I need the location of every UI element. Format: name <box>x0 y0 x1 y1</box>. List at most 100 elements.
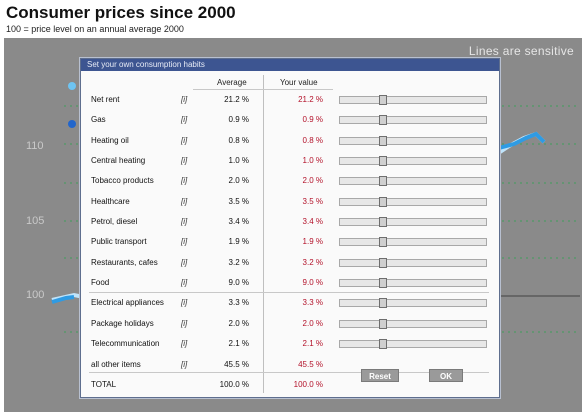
y-label-105: 105 <box>26 215 45 227</box>
weight-slider[interactable] <box>339 136 487 146</box>
category-row: Petrol, diesel [i] 3.4 % 3.4 % <box>81 212 499 232</box>
info-icon[interactable]: [i] <box>181 115 188 124</box>
legend-dot-dark[interactable] <box>68 120 76 128</box>
your-value: 21.2 % <box>298 95 323 104</box>
page-title: Consumer prices since 2000 <box>6 3 236 22</box>
info-icon[interactable]: [i] <box>181 136 188 145</box>
slider-thumb[interactable] <box>379 278 387 288</box>
slider-thumb[interactable] <box>379 298 387 308</box>
info-icon[interactable]: [i] <box>181 258 188 267</box>
category-row: Food [i] 9.0 % 9.0 % <box>81 273 499 293</box>
weight-slider[interactable] <box>339 237 487 247</box>
category-row: Net rent [i] 21.2 % 21.2 % <box>81 90 499 110</box>
category-row: Central heating [i] 1.0 % 1.0 % <box>81 151 499 171</box>
category-label: Telecommunication <box>91 339 160 348</box>
average-value: 2.1 % <box>228 339 249 348</box>
category-label: Public transport <box>91 237 147 246</box>
weight-slider[interactable] <box>339 217 487 227</box>
your-value: 3.5 % <box>302 197 323 206</box>
average-value: 9.0 % <box>228 278 249 287</box>
average-value: 45.5 % <box>224 360 249 369</box>
category-row: Healthcare [i] 3.5 % 3.5 % <box>81 192 499 212</box>
total-label: TOTAL <box>91 380 117 389</box>
your-value: 2.0 % <box>302 176 323 185</box>
slider-thumb[interactable] <box>379 339 387 349</box>
average-value: 3.3 % <box>228 298 249 307</box>
info-icon[interactable]: [i] <box>181 95 188 104</box>
ok-button[interactable]: OK <box>429 369 463 382</box>
weight-slider[interactable] <box>339 176 487 186</box>
column-divider <box>263 75 264 393</box>
info-icon[interactable]: [i] <box>181 339 188 348</box>
slider-thumb[interactable] <box>379 136 387 146</box>
info-icon[interactable]: [i] <box>181 298 188 307</box>
weight-slider[interactable] <box>339 156 487 166</box>
section-divider <box>89 292 489 293</box>
average-value: 0.9 % <box>228 115 249 124</box>
weight-slider[interactable] <box>339 319 487 329</box>
your-value: 1.0 % <box>302 156 323 165</box>
info-icon[interactable]: [i] <box>181 217 188 226</box>
slider-thumb[interactable] <box>379 95 387 105</box>
weight-slider[interactable] <box>339 258 487 268</box>
lines-sensitive-note: Lines are sensitive <box>468 44 574 58</box>
weight-slider[interactable] <box>339 197 487 207</box>
your-value: 3.3 % <box>302 298 323 307</box>
chart-line-dark[interactable] <box>51 131 546 304</box>
header-divider <box>193 89 333 90</box>
category-label: Healthcare <box>91 197 130 206</box>
average-value: 3.5 % <box>228 197 249 206</box>
category-label: Package holidays <box>91 319 154 328</box>
category-label: Electrical appliances <box>91 298 164 307</box>
slider-thumb[interactable] <box>379 176 387 186</box>
weight-slider[interactable] <box>339 339 487 349</box>
category-row: Restaurants, cafes [i] 3.2 % 3.2 % <box>81 253 499 273</box>
your-value: 2.1 % <box>302 339 323 348</box>
info-icon[interactable]: [i] <box>181 197 188 206</box>
slider-thumb[interactable] <box>379 156 387 166</box>
your-value: 1.9 % <box>302 237 323 246</box>
weight-slider[interactable] <box>339 298 487 308</box>
info-icon[interactable]: [i] <box>181 176 188 185</box>
category-row: Telecommunication [i] 2.1 % 2.1 % <box>81 334 499 354</box>
weight-slider[interactable] <box>339 95 487 105</box>
category-label: Gas <box>91 115 106 124</box>
your-value: 2.0 % <box>302 319 323 328</box>
slider-thumb[interactable] <box>379 217 387 227</box>
your-value: 0.8 % <box>302 136 323 145</box>
info-icon[interactable]: [i] <box>181 360 188 369</box>
weight-slider[interactable] <box>339 115 487 125</box>
reset-button[interactable]: Reset <box>361 369 399 382</box>
column-header-your-value: Your value <box>280 78 318 87</box>
weight-slider[interactable] <box>339 278 487 288</box>
column-header-average: Average <box>217 78 247 87</box>
category-row: Public transport [i] 1.9 % 1.9 % <box>81 232 499 252</box>
total-divider <box>89 372 489 373</box>
category-row: Electrical appliances [i] 3.3 % 3.3 % <box>81 293 499 313</box>
legend-dot-light[interactable] <box>68 82 76 90</box>
your-value: 3.4 % <box>302 217 323 226</box>
info-icon[interactable]: [i] <box>181 237 188 246</box>
slider-thumb[interactable] <box>379 115 387 125</box>
slider-thumb[interactable] <box>379 258 387 268</box>
your-value: 9.0 % <box>302 278 323 287</box>
category-label: Central heating <box>91 156 146 165</box>
category-label: Heating oil <box>91 136 129 145</box>
category-label: all other items <box>91 360 141 369</box>
category-row: all other items [i] 45.5 % 45.5 % <box>81 355 499 375</box>
average-value: 21.2 % <box>224 95 249 104</box>
info-icon[interactable]: [i] <box>181 156 188 165</box>
category-label: Restaurants, cafes <box>91 258 158 267</box>
info-icon[interactable]: [i] <box>181 278 188 287</box>
category-label: Petrol, diesel <box>91 217 138 226</box>
slider-thumb[interactable] <box>379 319 387 329</box>
page-subtitle: 100 = price level on an annual average 2… <box>6 24 184 34</box>
y-label-100: 100 <box>26 289 45 301</box>
category-label: Food <box>91 278 110 287</box>
total-your-value: 100.0 % <box>293 380 323 389</box>
y-label-110: 110 <box>26 140 44 152</box>
category-label: Net rent <box>91 95 120 104</box>
slider-thumb[interactable] <box>379 237 387 247</box>
info-icon[interactable]: [i] <box>181 319 188 328</box>
slider-thumb[interactable] <box>379 197 387 207</box>
